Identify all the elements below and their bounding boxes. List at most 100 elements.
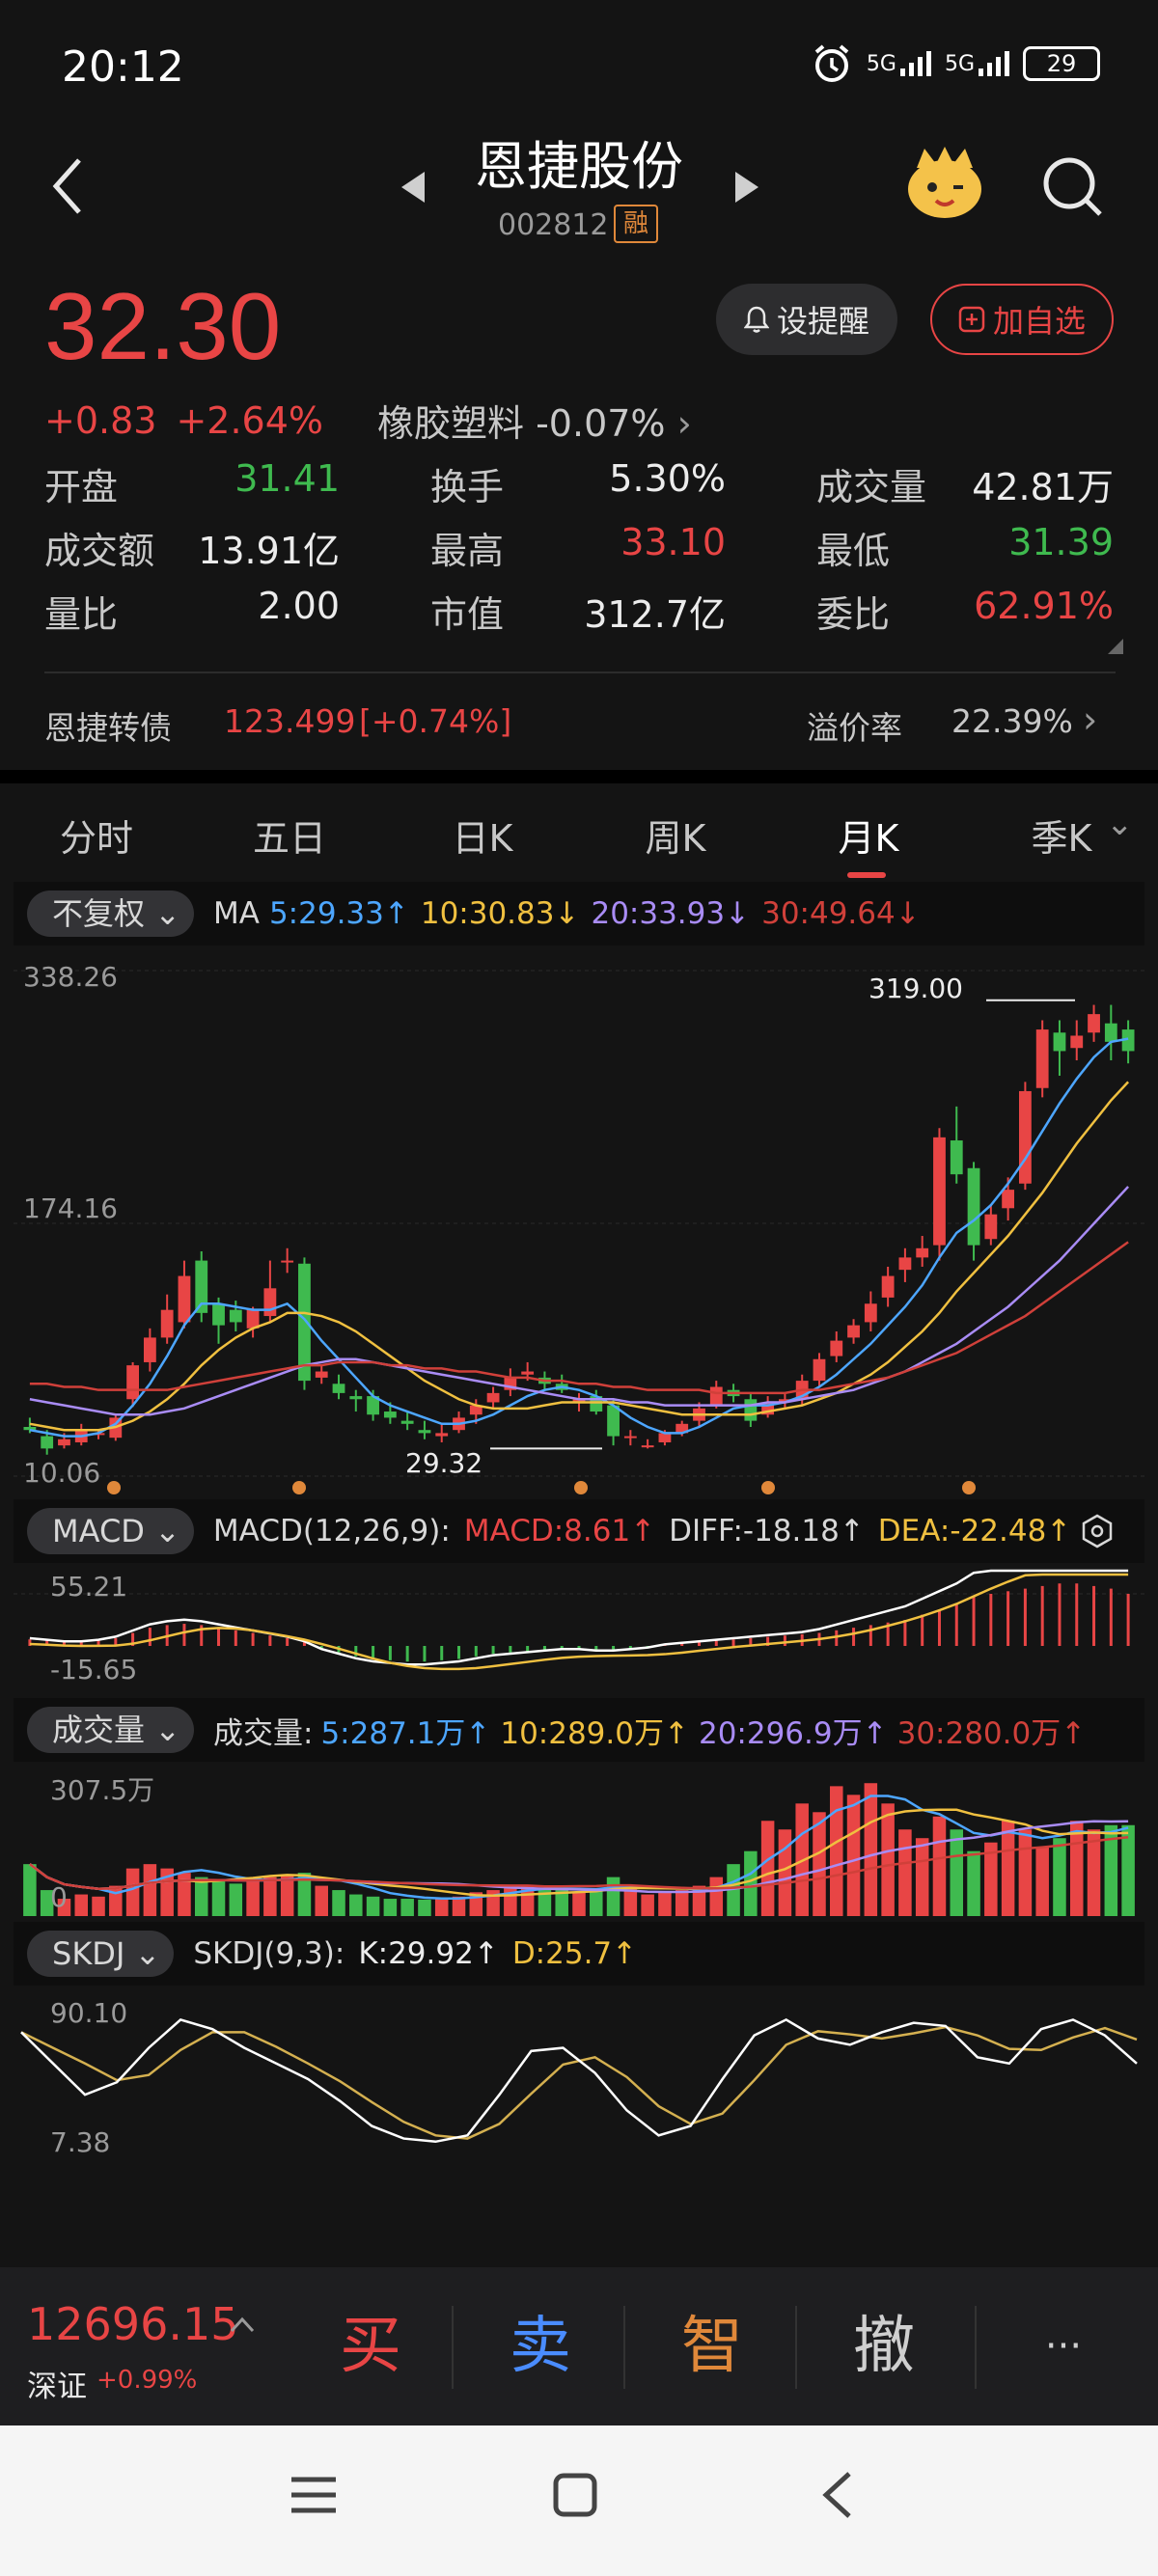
mascot-icon[interactable] [903,145,986,222]
tab-3[interactable]: 周K [645,817,706,860]
divider [44,671,1116,673]
premium-value: 22.39% [951,702,1073,740]
skdj-chart[interactable] [14,1987,1144,2171]
sector-link[interactable]: 橡胶塑料 -0.07% › [377,394,692,447]
index-value[interactable]: 12696.15 [27,2298,239,2350]
trade-button-1[interactable]: 卖 [510,2311,571,2382]
section-gap [0,770,1158,783]
macd-params: MACD(12,26,9): [212,1514,451,1548]
trade-button-3[interactable]: 撤 [853,2311,915,2382]
divider [623,2306,625,2389]
volume-bar [692,1885,706,1916]
candle-body [607,1405,620,1437]
macd-name: MACD [52,1513,145,1549]
cb-name: 恩捷转债 [44,709,172,747]
volume-chart[interactable] [14,1764,1144,1920]
volume-legend-bar: 成交量 ⌄ 成交量: 5:287.1万↑ 10:289.0万↑ 20:296.9… [14,1698,1144,1762]
candle-body [658,1433,672,1442]
divider [795,2306,797,2389]
stat-value: 312.7亿 [584,593,726,636]
stat-value: 2.00 [258,585,340,627]
ma20-value: 20:33.93↓ [591,896,751,931]
vol-axis-bottom: 0 [50,1881,68,1913]
next-stock-icon[interactable] [733,170,760,205]
volume-bar [846,1795,861,1916]
tab-5[interactable]: 季K [1031,817,1092,860]
expand-corner-icon[interactable] [1108,639,1123,654]
candle-body [435,1433,449,1437]
bell-icon [743,306,769,333]
stock-name: 恩捷股份 [475,136,683,197]
macd-axis-bottom: -15.65 [50,1654,138,1685]
stock-code: 002812 [498,208,609,242]
volume-bar [366,1896,380,1916]
diff-value: DIFF:-18.18↑ [669,1514,865,1548]
battery-icon: 29 [1023,46,1100,81]
vol5-value: 5:287.1万↑ [320,1715,491,1751]
volume-bar [229,1883,243,1916]
trade-button-0[interactable]: 买 [340,2311,401,2382]
vol-ma10-line [29,1808,1129,1898]
candle-body [229,1309,242,1323]
volume-bar [675,1890,689,1916]
status-bar: 20:12 5G 5G 29 [0,0,1158,135]
ma5-line [29,1037,1129,1438]
trade-button-4[interactable]: ··· [1044,2324,1083,2369]
volume-bar [641,1894,654,1916]
volume-bar [658,1892,672,1916]
tab-2[interactable]: 日K [452,817,513,860]
volume-bar [1018,1829,1033,1916]
back-icon[interactable] [46,152,89,220]
adjust-selector[interactable]: 不复权 ⌄ [27,891,194,937]
tab-0[interactable]: 分时 [59,817,133,860]
skdj-k-line [20,2018,1138,2144]
volume-bar [1104,1824,1118,1916]
dea-value: DEA:-22.48↑ [877,1514,1072,1548]
sector-label: 橡胶塑料 -0.07% [377,402,666,445]
volume-bar [315,1885,328,1916]
signal-icon: 5G [867,51,931,76]
settings-icon[interactable] [1079,1513,1116,1549]
volume-bar [709,1877,724,1916]
search-icon[interactable] [1038,152,1106,220]
set-alert-button[interactable]: 设提醒 [716,284,897,355]
vol10-value: 10:289.0万↑ [500,1715,689,1751]
ma10-value: 10:30.83↓ [420,896,580,931]
nav-back-icon[interactable] [818,2470,857,2520]
diff-line [29,1569,1129,1666]
stat-label: 市值 [430,593,505,636]
macd-chart[interactable] [14,1567,1144,1696]
volume-bar [778,1829,792,1916]
stat-label: 成交量 [816,466,927,508]
stat-value: 33.10 [620,521,726,563]
kline-chart[interactable] [14,951,1144,1495]
chevron-up-icon[interactable] [230,2316,255,2333]
skdj-selector[interactable]: SKDJ ⌄ [27,1931,175,1977]
volume-bar [984,1842,998,1916]
tab-1[interactable]: 五日 [252,817,326,860]
macd-selector[interactable]: MACD ⌄ [27,1508,194,1554]
ma-label: MA [213,896,260,931]
candle-body [779,1399,791,1403]
menu-icon[interactable] [290,2474,338,2516]
volume-bar [555,1890,568,1916]
candle-body [572,1399,586,1403]
prev-stock-icon[interactable] [400,170,427,205]
volume-selector[interactable]: 成交量 ⌄ [27,1707,194,1753]
chevron-down-icon[interactable]: ⌄ [1106,805,1134,843]
event-dot [761,1481,775,1494]
add-watchlist-button[interactable]: 加自选 [930,284,1114,355]
chevron-right-icon: › [1083,699,1098,741]
ma-legend-bar: 不复权 ⌄ MA 5:29.33↑ 10:30.83↓ 20:33.93↓ 30… [14,882,1144,945]
trade-button-2[interactable]: 智 [681,2311,743,2382]
tab-4[interactable]: 月K [838,817,899,860]
chart-panel[interactable]: 不复权 ⌄ MA 5:29.33↑ 10:30.83↓ 20:33.93↓ 30… [14,882,1144,2261]
volume-bar [881,1803,895,1916]
event-dot [292,1481,306,1494]
volume-bar [246,1881,260,1916]
stat-value: 62.91% [974,585,1114,627]
volume-bar [297,1873,312,1916]
convertible-bond-row[interactable]: 恩捷转债 123.499 [+0.74%] 溢价率 22.39% › [44,699,1116,747]
home-icon[interactable] [552,2472,598,2518]
candle-body [178,1275,191,1323]
